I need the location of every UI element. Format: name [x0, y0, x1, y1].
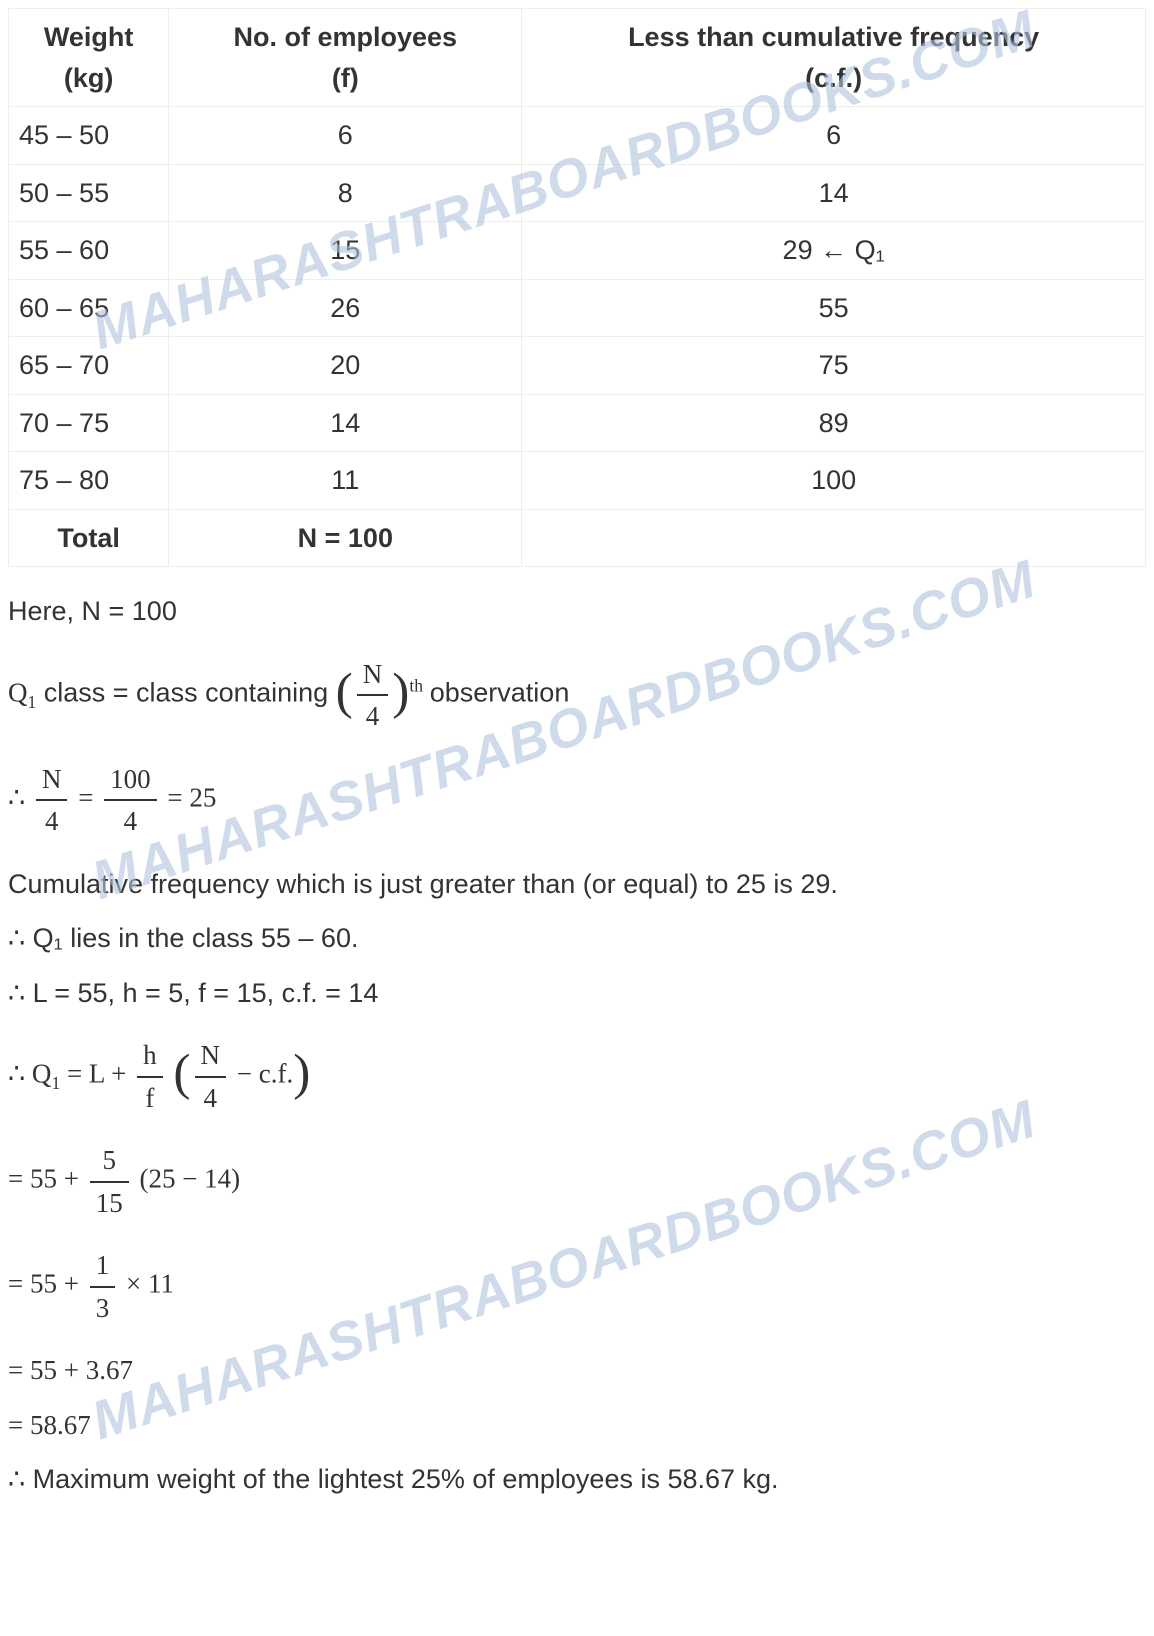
cell-weight: 75 – 80 [9, 452, 169, 510]
text-q1-lies: ∴ Q₁ lies in the class 55 – 60. [8, 918, 1146, 959]
cell-cf: 75 [522, 337, 1146, 395]
cell-weight: 50 – 55 [9, 164, 169, 222]
col-header-weight: Weight(kg) [9, 9, 169, 107]
table-row: 65 – 70 20 75 [9, 337, 1146, 395]
cell-weight: 70 – 75 [9, 394, 169, 452]
cell-cf: 6 [522, 107, 1146, 165]
cell-weight: 65 – 70 [9, 337, 169, 395]
eq-step4: = 58.67 [8, 1405, 1146, 1446]
eq-step2: = 55 + 13 × 11 [8, 1245, 1146, 1328]
text-cumulative: Cumulative frequency which is just great… [8, 864, 1146, 905]
table-row: 75 – 80 11 100 [9, 452, 1146, 510]
cell-cf: 55 [522, 279, 1146, 337]
cell-cf: 14 [522, 164, 1146, 222]
cell-total-label: Total [9, 509, 169, 567]
cell-cf: 29 ← Q₁ [522, 222, 1146, 280]
cell-weight: 60 – 65 [9, 279, 169, 337]
cell-weight: 45 – 50 [9, 107, 169, 165]
cell-weight: 55 – 60 [9, 222, 169, 280]
eq-q1-formula: ∴ Q1 = L + hf (N4 − c.f.) [8, 1035, 1146, 1118]
cell-f: 8 [169, 164, 522, 222]
table-row: 70 – 75 14 89 [9, 394, 1146, 452]
table-row: 45 – 50 6 6 [9, 107, 1146, 165]
eq-n-over-4: ∴ N4 = 1004 = 25 [8, 759, 1146, 842]
cell-f: 11 [169, 452, 522, 510]
cell-f: 15 [169, 222, 522, 280]
cell-total-empty [522, 509, 1146, 567]
cell-total-value: N = 100 [169, 509, 522, 567]
text-here-n: Here, N = 100 [8, 591, 1146, 632]
table-row: 50 – 55 8 14 [9, 164, 1146, 222]
table-total-row: Total N = 100 [9, 509, 1146, 567]
cell-f: 6 [169, 107, 522, 165]
col-header-cf: Less than cumulative frequency(c.f.) [522, 9, 1146, 107]
cell-cf: 89 [522, 394, 1146, 452]
eq-step3: = 55 + 3.67 [8, 1350, 1146, 1391]
cell-f: 20 [169, 337, 522, 395]
text-conclusion: ∴ Maximum weight of the lightest 25% of … [8, 1459, 1146, 1500]
table-header-row: Weight(kg) No. of employees(f) Less than… [9, 9, 1146, 107]
col-header-frequency: No. of employees(f) [169, 9, 522, 107]
eq-q1-class: Q1 class = class containing (N4)th obser… [8, 654, 1146, 737]
text-params: ∴ L = 55, h = 5, f = 15, c.f. = 14 [8, 973, 1146, 1014]
table-row: 55 – 60 15 29 ← Q₁ [9, 222, 1146, 280]
cell-f: 26 [169, 279, 522, 337]
frequency-table: Weight(kg) No. of employees(f) Less than… [8, 8, 1146, 567]
eq-step1: = 55 + 515 (25 − 14) [8, 1140, 1146, 1223]
table-row: 60 – 65 26 55 [9, 279, 1146, 337]
cell-f: 14 [169, 394, 522, 452]
cell-cf: 100 [522, 452, 1146, 510]
